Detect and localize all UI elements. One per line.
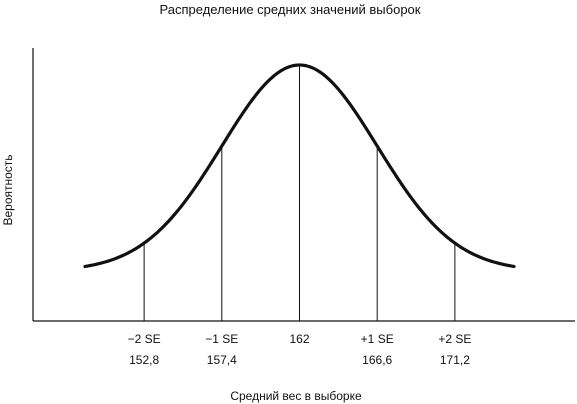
se-tick-label: +2 SE — [438, 332, 471, 346]
chart-marks: −2 SE 152,8 −1 SE 157,4 162 +1 SE 166,6 +2 SE 17… — [83, 63, 516, 367]
x-axis-label: Средний вес в выборке — [230, 389, 362, 403]
value-tick-label: 162 — [289, 332, 309, 346]
se-tick-label: −1 SE — [205, 332, 238, 346]
y-axis-label: Вероятность — [1, 154, 15, 225]
se-tick-label: −2 SE — [128, 332, 161, 346]
chart-title: Распределение средних значений выборок — [160, 2, 421, 17]
value-tick-label: 152,8 — [129, 353, 159, 367]
value-tick-label: 166,6 — [362, 353, 392, 367]
value-tick-label: 157,4 — [207, 353, 237, 367]
value-tick-label: 171,2 — [440, 353, 470, 367]
se-tick-label: +1 SE — [361, 332, 394, 346]
